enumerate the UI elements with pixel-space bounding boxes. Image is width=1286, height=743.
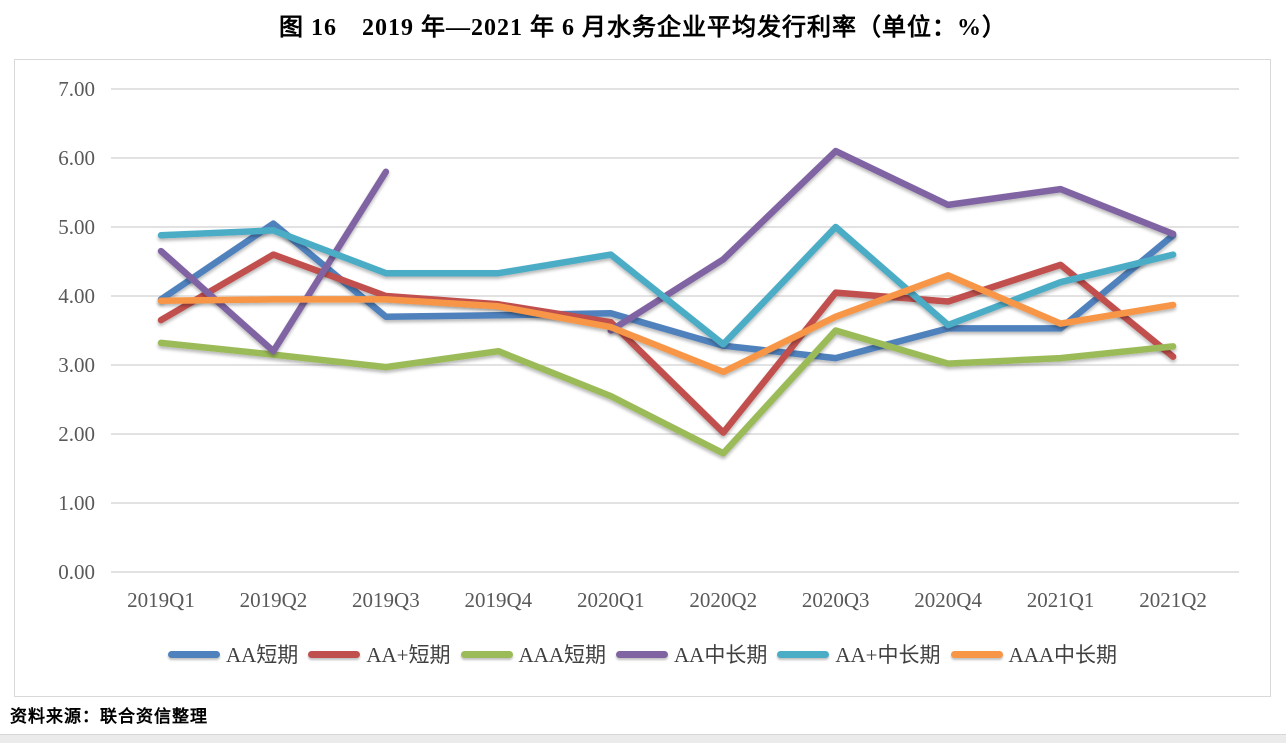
legend-label: AA+短期 xyxy=(366,643,451,667)
legend-swatch-icon xyxy=(777,650,830,658)
x-axis-category-label: 2019Q1 xyxy=(127,588,195,612)
legend-label: AA中长期 xyxy=(674,643,768,667)
legend-label: AA短期 xyxy=(225,643,299,667)
legend-swatch-icon xyxy=(167,650,220,658)
x-axis-category-label: 2019Q3 xyxy=(352,588,420,612)
chart-title: 图 16 2019 年—2021 年 6 月水务企业平均发行利率（单位：%） xyxy=(279,15,1007,41)
legend-swatch-icon xyxy=(460,650,513,658)
series-line-AA短期 xyxy=(157,220,1177,362)
legend-swatch-icon xyxy=(950,650,1003,658)
legend-item: AA+中长期 xyxy=(777,639,941,669)
x-axis-category-label: 2021Q2 xyxy=(1139,588,1207,612)
y-axis-tick-label: 4.00 xyxy=(58,284,95,308)
series-lines xyxy=(157,147,1177,457)
x-axis-category-label: 2020Q3 xyxy=(801,588,870,612)
series-line-AA中长期 xyxy=(157,168,390,355)
series-line-AAA短期 xyxy=(157,327,1177,457)
y-axis-tick-label: 2.00 xyxy=(58,422,95,446)
y-axis-tick-label: 0.00 xyxy=(58,560,95,584)
line-plot-area xyxy=(111,88,1239,573)
legend-item: AA+短期 xyxy=(308,639,451,669)
legend: AA短期 AA+短期 AAA短期 AA中长期 AA+中长期 AAA中长期 xyxy=(15,634,1270,674)
y-axis-tick-label: 6.00 xyxy=(58,146,95,170)
source-note: 资料来源：联合资信整理 xyxy=(10,707,208,726)
y-axis-tick-label: 7.00 xyxy=(58,77,95,101)
x-axis-category-label: 2020Q2 xyxy=(689,588,758,612)
legend-label: AAA中长期 xyxy=(1008,643,1118,667)
y-axis-tick-label: 5.00 xyxy=(58,215,95,239)
legend-item: AA短期 xyxy=(167,639,299,669)
series-line-AA中长期 xyxy=(607,147,1177,334)
legend-label: AA+中长期 xyxy=(835,643,941,667)
y-axis-tick-label: 3.00 xyxy=(58,353,95,377)
x-axis-category-label: 2021Q1 xyxy=(1026,588,1095,612)
y-axis-tick-label: 1.00 xyxy=(58,491,95,515)
chart-container: 0.00 1.00 2.00 3.00 4.00 5.00 6.00 7.00 2019Q1 2… xyxy=(14,59,1271,697)
legend-item: AA中长期 xyxy=(616,639,767,669)
legend-swatch-icon xyxy=(616,650,668,658)
x-axis-category-label: 2019Q4 xyxy=(464,588,533,612)
legend-item: AAA短期 xyxy=(460,639,607,669)
page-divider xyxy=(0,734,1286,743)
legend-item: AAA中长期 xyxy=(950,639,1118,669)
x-axis-category-label: 2019Q2 xyxy=(239,588,308,612)
gridlines xyxy=(111,88,1239,573)
x-axis-category-label: 2020Q1 xyxy=(576,588,645,612)
series-line-AAA中长期 xyxy=(157,272,1177,376)
legend-label: AAA短期 xyxy=(518,643,607,667)
series-line-AA+中长期 xyxy=(157,223,1177,348)
series-line-AA+短期 xyxy=(157,251,1177,436)
legend-swatch-icon xyxy=(308,650,361,658)
x-axis-category-label: 2020Q4 xyxy=(914,588,982,612)
